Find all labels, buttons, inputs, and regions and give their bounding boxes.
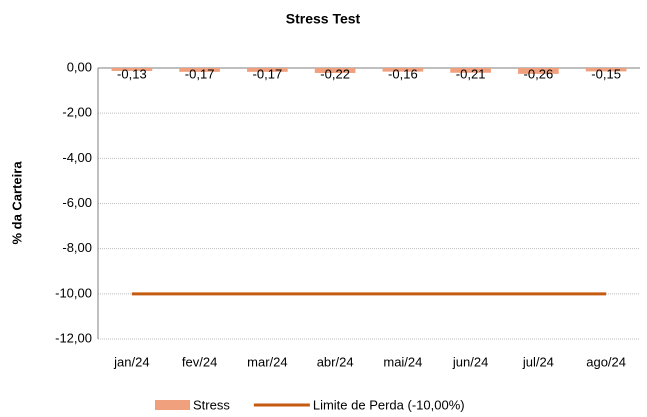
y-tick-label: -2,00 (62, 105, 92, 120)
data-label: -0,15 (591, 66, 621, 81)
legend-label: Limite de Perda (-10,00%) (313, 397, 465, 412)
x-tick-label: jan/24 (113, 354, 149, 369)
data-label: -0,13 (117, 66, 147, 81)
data-label: -0,21 (456, 66, 486, 81)
data-label: -0,26 (524, 66, 554, 81)
y-tick-label: -12,00 (55, 330, 92, 345)
data-label: -0,16 (388, 66, 418, 81)
bar (450, 68, 491, 73)
y-tick-label: -6,00 (62, 195, 92, 210)
bar (314, 68, 356, 73)
x-tick-label: ago/24 (586, 354, 626, 369)
bar (179, 68, 220, 72)
x-tick-label: fev/24 (182, 354, 217, 369)
bar (111, 68, 153, 71)
x-tick-label: abr/24 (317, 354, 354, 369)
bar (585, 68, 627, 72)
legend-label: Stress (193, 397, 230, 412)
data-label: -0,17 (253, 66, 283, 81)
data-label: -0,22 (320, 66, 350, 81)
x-tick-label: jul/24 (522, 354, 554, 369)
x-tick-label: mai/24 (383, 354, 422, 369)
y-tick-label: 0,00 (67, 59, 92, 74)
y-tick-label: -10,00 (55, 285, 92, 300)
x-tick-label: jun/24 (452, 354, 488, 369)
y-tick-label: -4,00 (62, 150, 92, 165)
x-tick-label: mar/24 (247, 354, 287, 369)
bar (247, 68, 288, 72)
chart-title: Stress Test (286, 11, 361, 27)
bar (518, 68, 559, 74)
legend-swatch (155, 400, 190, 410)
y-axis-label: % da Carteira (9, 161, 24, 245)
data-label: -0,17 (185, 66, 215, 81)
bar (382, 68, 424, 72)
y-tick-label: -8,00 (62, 240, 92, 255)
